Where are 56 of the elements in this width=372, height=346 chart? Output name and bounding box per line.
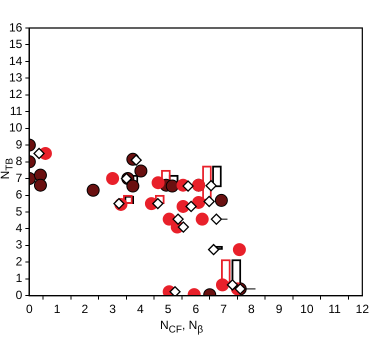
y-tick-label: 7 [16, 170, 23, 185]
x-tick-label: 11 [328, 302, 342, 316]
y-tick-label: 6 [16, 188, 23, 202]
point [205, 180, 217, 192]
point [196, 212, 209, 226]
point [232, 243, 246, 256]
x-tick-label: 10 [300, 302, 314, 316]
point [226, 279, 238, 291]
point [113, 198, 125, 210]
y-tick-label: 16 [8, 20, 23, 34]
x-tick-label: 0 [26, 302, 34, 316]
y-tick-label: 0 [16, 288, 23, 302]
x-tick-label: 6 [192, 302, 200, 316]
y-tick-label: 1 [16, 271, 23, 286]
point [210, 214, 222, 225]
y-tick-label: 8 [16, 154, 23, 168]
point [33, 148, 45, 160]
y-tick-label: 5 [16, 204, 23, 218]
point [178, 221, 189, 233]
point [214, 194, 228, 207]
y-tick-label: 13 [8, 70, 23, 84]
y-tick-label: 15 [8, 37, 23, 52]
point [152, 198, 164, 210]
y-tick-label: 12 [8, 87, 23, 102]
point [106, 172, 120, 186]
y-tick-label: 14 [8, 54, 23, 68]
y-tick-label: 10 [8, 120, 23, 135]
point [182, 180, 194, 192]
point [208, 244, 220, 256]
x-tick-label: 1 [54, 302, 61, 316]
x-tick-label: 5 [164, 302, 172, 316]
x-tick-label: 8 [248, 302, 255, 316]
point [152, 176, 165, 190]
x-tick-label: 12 [356, 302, 370, 316]
y-tick-label: 3 [16, 238, 23, 252]
y-tick-label: 11 [10, 104, 23, 118]
x-tick-label: 3 [109, 302, 116, 316]
x-tick-label: 2 [82, 302, 88, 316]
point [86, 184, 100, 197]
point [134, 164, 148, 178]
x-tick-label: 4 [136, 302, 144, 316]
point [185, 200, 197, 212]
point [204, 196, 215, 208]
x-tick-label: 7 [220, 302, 228, 316]
point [130, 154, 142, 166]
y-tick-label: 9 [16, 137, 23, 152]
point [216, 278, 229, 292]
y-tick-label: 2 [16, 254, 23, 268]
point [172, 214, 184, 225]
x-tick-label: 9 [276, 302, 283, 316]
point [169, 286, 181, 296]
point [166, 180, 179, 193]
x-axis-title: N$_{CF}$, N$_{β}$ [160, 318, 204, 336]
y-tick-label: 4 [16, 221, 23, 236]
point [126, 180, 140, 193]
point [34, 178, 47, 192]
